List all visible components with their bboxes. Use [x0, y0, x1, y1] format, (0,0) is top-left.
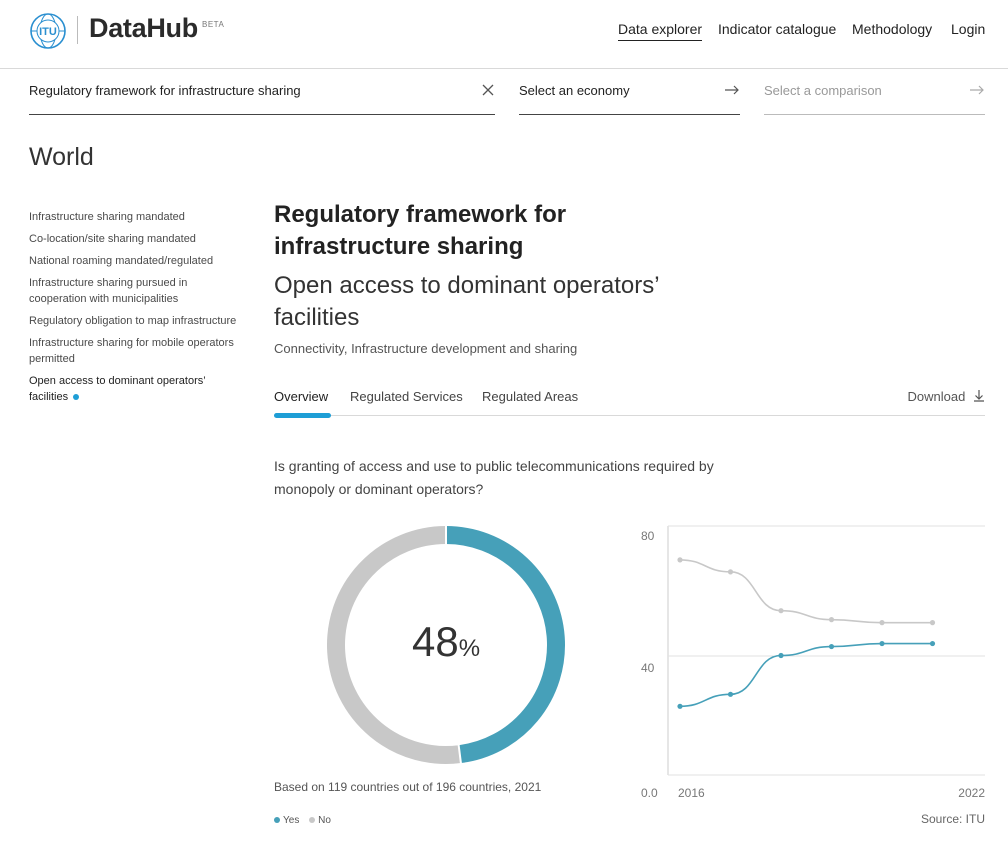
nav-methodology[interactable]: Methodology — [852, 21, 933, 37]
arrow-right-icon — [969, 83, 985, 101]
basis-note: Based on 119 countries out of 196 countr… — [274, 780, 542, 794]
trend-line-chart: 80 40 0.0 2016 2022 — [641, 525, 985, 800]
sidebar-item-co-location-site-sharing[interactable]: Co-location/site sharing mandated — [29, 233, 196, 245]
sidebar-item-label: Open access to dominant operators’ facil… — [29, 375, 206, 403]
indicator-selector[interactable]: Regulatory framework for infrastructure … — [29, 83, 495, 115]
data-point-yes — [828, 643, 835, 650]
download-icon — [974, 390, 984, 402]
legend-dot-no — [309, 817, 316, 824]
tab-bar: Overview Regulated Services Regulated Ar… — [274, 388, 985, 418]
sidebar-item-sharing-with-municipalities[interactable]: Infrastructure sharing pursued in cooper… — [29, 277, 188, 305]
legend-dot-yes — [274, 817, 280, 824]
indicator-subtitle: Open access to dominant operators’ facil… — [274, 272, 659, 331]
nav-login[interactable]: Login — [951, 21, 986, 37]
selector-bar: Regulatory framework for infrastructure … — [0, 69, 1008, 115]
donut-slice-separator — [457, 744, 463, 765]
active-indicator-dot — [73, 394, 80, 401]
data-point-yes — [929, 640, 936, 647]
x-tick-label: 2022 — [958, 786, 985, 800]
data-point-no — [828, 617, 835, 623]
tab-regulated-services[interactable]: Regulated Services — [350, 389, 463, 404]
question-text: Is granting of access and use to public … — [274, 458, 714, 497]
economy-selector-label: Select an economy — [519, 83, 630, 98]
comparison-selector-label: Select a comparison — [764, 83, 882, 98]
tab-regulated-areas[interactable]: Regulated Areas — [482, 389, 579, 404]
y-tick-label: 0.0 — [641, 786, 658, 800]
y-tick-label: 80 — [641, 529, 655, 543]
percent-value: 48 — [411, 618, 459, 665]
indicator-sidebar: Infrastructure sharing mandated Co-locat… — [29, 209, 239, 411]
legend-label-no: No — [318, 815, 331, 826]
economy-selector[interactable]: Select an economy — [519, 83, 740, 115]
beta-badge: BETA — [202, 20, 225, 29]
legend-item-yes: Yes — [274, 815, 299, 826]
tab-overview[interactable]: Overview — [274, 389, 329, 404]
sidebar-item-national-roaming[interactable]: National roaming mandated/regulated — [29, 255, 214, 267]
nav-data-explorer[interactable]: Data explorer — [618, 21, 703, 41]
brand-title[interactable]: DataHub — [89, 13, 198, 43]
logo-text: ITU — [39, 26, 57, 38]
download-label: Download — [907, 389, 966, 404]
donut-chart — [327, 525, 565, 765]
arrow-right-icon — [724, 83, 740, 101]
data-point-no — [727, 569, 734, 575]
active-tab-indicator — [274, 413, 331, 418]
data-point-no — [929, 620, 936, 626]
sidebar-item-infrastructure-sharing-mandated[interactable]: Infrastructure sharing mandated — [29, 211, 185, 223]
indicator-title: Regulatory framework for infrastructure … — [274, 201, 567, 260]
chart-legend: Yes No — [274, 815, 338, 826]
source-note: Source: ITU — [920, 812, 985, 826]
indicator-selector-value: Regulatory framework for infrastructure … — [29, 83, 301, 98]
percent-symbol: % — [458, 635, 481, 662]
donut-slice-yes — [445, 526, 565, 764]
percent-readout: 48% — [326, 618, 566, 666]
clear-icon[interactable] — [481, 83, 495, 101]
data-point-yes — [727, 691, 734, 697]
sidebar-item-map-infrastructure[interactable]: Regulatory obligation to map infrastruct… — [29, 315, 237, 327]
data-point-no — [778, 608, 784, 614]
series-line-yes — [679, 642, 933, 708]
nav-indicator-catalogue[interactable]: Indicator catalogue — [718, 21, 837, 37]
legend-item-no: No — [309, 815, 331, 826]
data-point-yes — [677, 703, 683, 709]
y-tick-label: 40 — [641, 661, 655, 675]
top-header: ITU DataHub BETA Data explorer Indicator… — [0, 0, 1008, 69]
legend-label-yes: Yes — [283, 815, 300, 826]
donut-slice-no — [327, 526, 461, 764]
itu-logo-icon[interactable]: ITU — [29, 12, 67, 50]
data-point-no — [677, 557, 683, 563]
region-title: World — [29, 143, 94, 171]
data-point-no — [879, 620, 885, 626]
logo-divider — [77, 16, 78, 44]
indicator-categories: Connectivity, Infrastructure development… — [274, 341, 578, 356]
comparison-selector[interactable]: Select a comparison — [764, 83, 985, 115]
data-point-yes — [778, 652, 784, 659]
sidebar-item-open-access[interactable]: Open access to dominant operators’ facil… — [29, 373, 239, 405]
x-tick-label: 2016 — [678, 786, 705, 800]
download-button[interactable]: Download — [908, 389, 985, 404]
sidebar-item-mobile-operators[interactable]: Infrastructure sharing for mobile operat… — [29, 337, 234, 365]
data-point-yes — [879, 640, 885, 647]
series-line-no — [679, 559, 933, 624]
